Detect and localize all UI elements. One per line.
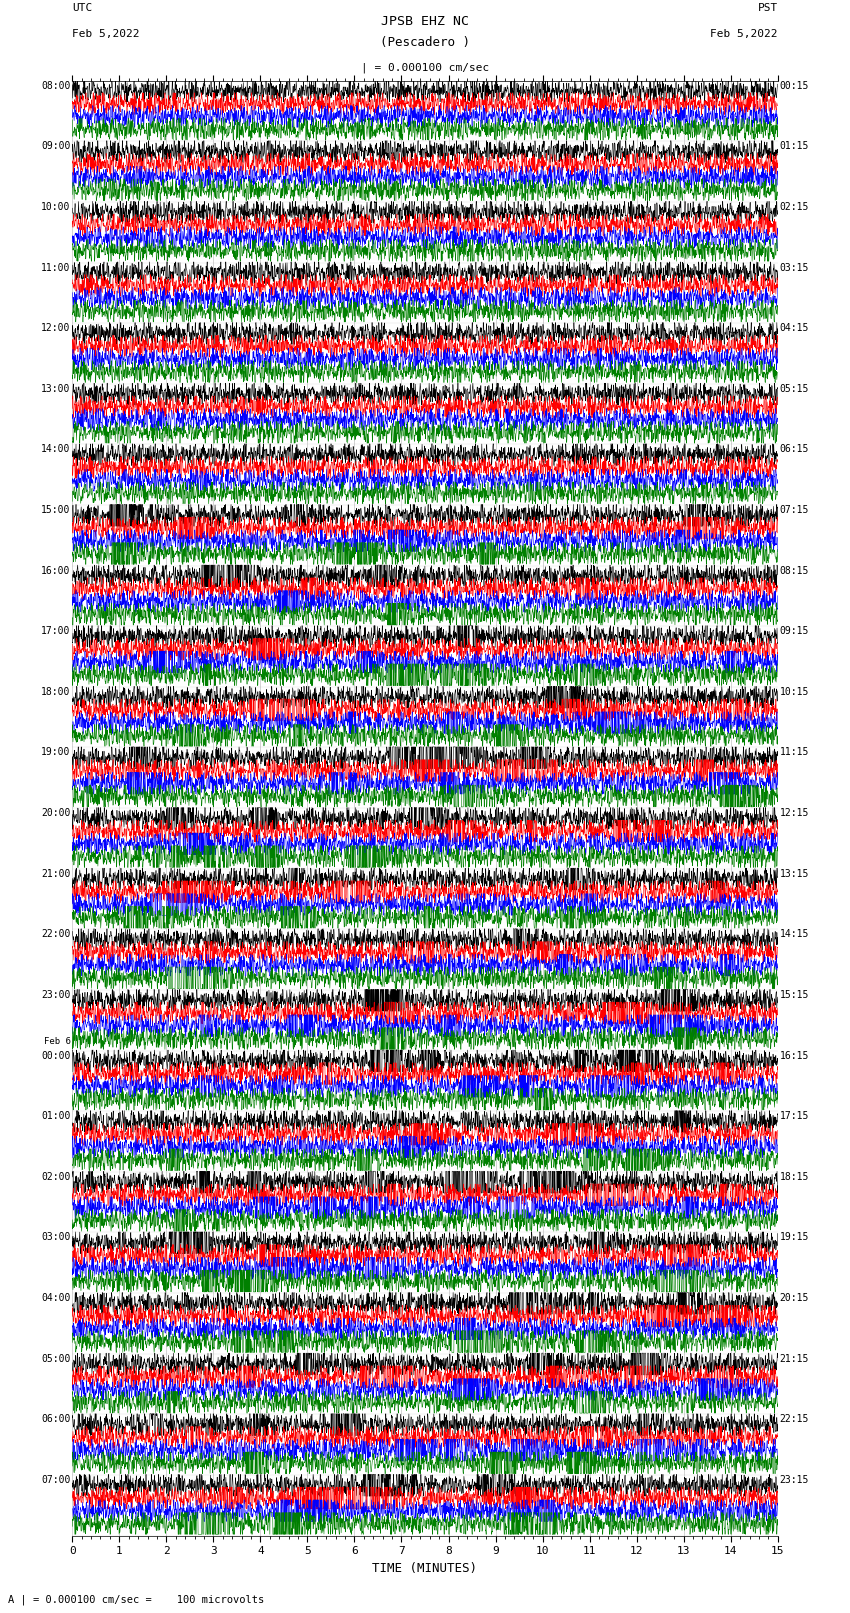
Text: 19:00: 19:00 (41, 747, 71, 758)
Text: 08:00: 08:00 (41, 81, 71, 90)
Text: 13:00: 13:00 (41, 384, 71, 394)
Text: 11:00: 11:00 (41, 263, 71, 273)
Text: Feb 5,2022: Feb 5,2022 (711, 29, 778, 39)
Text: 01:15: 01:15 (779, 142, 809, 152)
Text: 22:00: 22:00 (41, 929, 71, 939)
Text: 19:15: 19:15 (779, 1232, 809, 1242)
Text: 00:00: 00:00 (41, 1050, 71, 1061)
Text: 14:00: 14:00 (41, 445, 71, 455)
Text: 21:00: 21:00 (41, 869, 71, 879)
Text: 03:00: 03:00 (41, 1232, 71, 1242)
Text: 22:15: 22:15 (779, 1415, 809, 1424)
Text: 16:15: 16:15 (779, 1050, 809, 1061)
Text: 07:15: 07:15 (779, 505, 809, 515)
Text: (Pescadero ): (Pescadero ) (380, 37, 470, 50)
Text: PST: PST (757, 3, 778, 13)
Text: 06:15: 06:15 (779, 445, 809, 455)
Text: 00:15: 00:15 (779, 81, 809, 90)
Text: 04:15: 04:15 (779, 323, 809, 334)
Text: 15:15: 15:15 (779, 990, 809, 1000)
Text: 23:00: 23:00 (41, 990, 71, 1000)
Text: 18:00: 18:00 (41, 687, 71, 697)
Text: UTC: UTC (72, 3, 93, 13)
Text: 13:15: 13:15 (779, 869, 809, 879)
Text: JPSB EHZ NC: JPSB EHZ NC (381, 15, 469, 27)
Text: Feb 5,2022: Feb 5,2022 (72, 29, 139, 39)
Text: 11:15: 11:15 (779, 747, 809, 758)
Text: 21:15: 21:15 (779, 1353, 809, 1363)
Text: 06:00: 06:00 (41, 1415, 71, 1424)
Text: 16:00: 16:00 (41, 566, 71, 576)
Text: 01:00: 01:00 (41, 1111, 71, 1121)
Text: 12:00: 12:00 (41, 323, 71, 334)
Text: 03:15: 03:15 (779, 263, 809, 273)
Text: 15:00: 15:00 (41, 505, 71, 515)
Text: 05:15: 05:15 (779, 384, 809, 394)
Text: 05:00: 05:00 (41, 1353, 71, 1363)
Text: 18:15: 18:15 (779, 1171, 809, 1182)
Text: 20:15: 20:15 (779, 1294, 809, 1303)
Text: 17:00: 17:00 (41, 626, 71, 636)
Text: | = 0.000100 cm/sec: | = 0.000100 cm/sec (361, 63, 489, 74)
Text: Feb 6: Feb 6 (43, 1037, 71, 1045)
Text: 12:15: 12:15 (779, 808, 809, 818)
Text: 10:00: 10:00 (41, 202, 71, 211)
Text: 09:15: 09:15 (779, 626, 809, 636)
X-axis label: TIME (MINUTES): TIME (MINUTES) (372, 1561, 478, 1574)
Text: 23:15: 23:15 (779, 1474, 809, 1486)
Text: 09:00: 09:00 (41, 142, 71, 152)
Text: 07:00: 07:00 (41, 1474, 71, 1486)
Text: 17:15: 17:15 (779, 1111, 809, 1121)
Text: 02:00: 02:00 (41, 1171, 71, 1182)
Text: 04:00: 04:00 (41, 1294, 71, 1303)
Text: 08:15: 08:15 (779, 566, 809, 576)
Text: 14:15: 14:15 (779, 929, 809, 939)
Text: A | = 0.000100 cm/sec =    100 microvolts: A | = 0.000100 cm/sec = 100 microvolts (8, 1594, 264, 1605)
Text: 20:00: 20:00 (41, 808, 71, 818)
Text: 10:15: 10:15 (779, 687, 809, 697)
Text: 02:15: 02:15 (779, 202, 809, 211)
